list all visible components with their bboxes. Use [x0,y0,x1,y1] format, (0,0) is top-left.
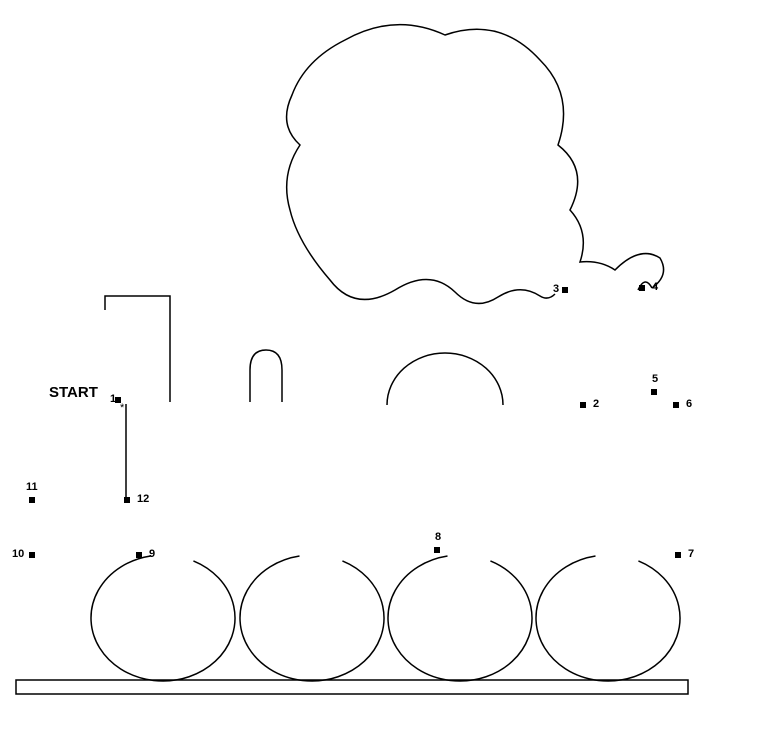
smoke-cloud [287,25,664,304]
dot-label-7: 7 [688,548,694,560]
dome-outline [250,350,282,402]
dot-label-3: 3 [553,283,559,295]
chimney-outline [105,296,170,402]
dot-label-12: 12 [137,493,149,505]
dot-7[interactable] [675,552,681,558]
dot-label-10: 10 [12,548,24,560]
dot-label-6: 6 [686,398,692,410]
dot-4[interactable] [639,285,645,291]
dot-label-1: 1 [110,393,116,405]
wheel-3 [388,556,532,681]
dot-2[interactable] [580,402,586,408]
start-marker: * [120,402,124,414]
puzzle-canvas [0,0,769,737]
dot-3[interactable] [562,287,568,293]
dot-10[interactable] [29,552,35,558]
dot-9[interactable] [136,552,142,558]
wheel-2 [240,556,384,681]
wheel-1 [91,556,235,681]
track [16,680,688,694]
dot-label-9: 9 [149,548,155,560]
dot-11[interactable] [29,497,35,503]
dot-8[interactable] [434,547,440,553]
dot-label-5: 5 [652,373,658,385]
dot-label-2: 2 [593,398,599,410]
dot-5[interactable] [651,389,657,395]
start-label: START [49,384,98,401]
wheel-4 [536,556,680,681]
dot-12[interactable] [124,497,130,503]
dot-label-4: 4 [652,281,658,293]
dot-6[interactable] [673,402,679,408]
cab-arc [387,353,503,405]
dot-label-11: 11 [26,481,38,493]
dot-label-8: 8 [435,531,441,543]
